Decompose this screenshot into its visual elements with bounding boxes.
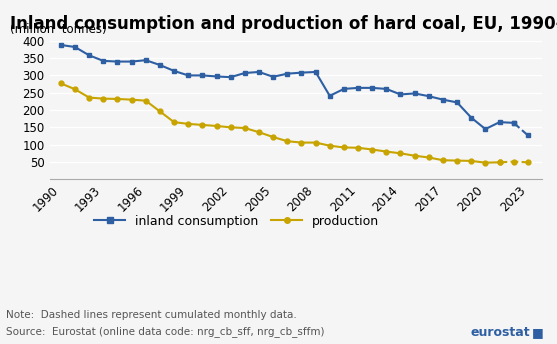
Text: Source:  Eurostat (online data code: nrg_cb_sff, nrg_cb_sffm): Source: Eurostat (online data code: nrg_…	[6, 326, 324, 337]
Legend: inland consumption, production: inland consumption, production	[89, 209, 384, 233]
Text: Note:  Dashed lines represent cumulated monthly data.: Note: Dashed lines represent cumulated m…	[6, 310, 296, 320]
Text: Inland consumption and production of hard coal, EU, 1990-2023: Inland consumption and production of har…	[10, 15, 557, 33]
Text: eurostat: eurostat	[471, 326, 530, 340]
Text: ■: ■	[532, 326, 544, 340]
Text: (million  tonnes): (million tonnes)	[10, 23, 107, 36]
